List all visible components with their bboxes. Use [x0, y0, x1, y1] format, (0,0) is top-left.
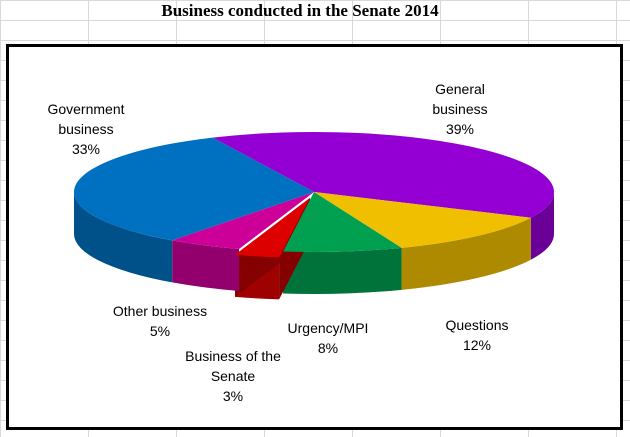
data-label-percent: 3% — [223, 388, 243, 404]
data-label-name: Government — [47, 101, 124, 117]
data-label: General business 39% — [432, 81, 487, 137]
data-label-name: business — [58, 121, 113, 137]
pie-slice-questions[interactable] — [314, 192, 531, 248]
data-label-name: General — [435, 81, 485, 97]
data-label-percent: 39% — [446, 121, 474, 137]
data-label-percent: 12% — [463, 337, 491, 353]
pie-slice-business-of-the-senate[interactable] — [235, 197, 311, 258]
data-label: Other business 5% — [113, 303, 207, 339]
pie-slice-side — [530, 192, 554, 260]
data-label-name: Other business — [113, 303, 207, 319]
data-label-name: Senate — [211, 368, 256, 384]
chart-title: Business conducted in the Senate 2014 — [161, 1, 439, 20]
pie-slice-side — [74, 192, 173, 283]
data-label: Business of the Senate 3% — [185, 348, 281, 404]
pie-labels-layer: General business 39% Questions 12% Urgency/MP… — [47, 81, 508, 404]
data-label-percent: 5% — [150, 323, 170, 339]
data-label-name: business — [432, 101, 487, 117]
pie-slice-side — [172, 240, 240, 291]
pie-slice-general-business[interactable] — [212, 132, 554, 218]
pie-slice-other-business[interactable] — [172, 192, 314, 249]
pie-slice-government-business[interactable] — [73, 137, 315, 241]
pie-top-layer — [73, 132, 554, 258]
data-label-name: Questions — [445, 317, 508, 333]
data-label-name: Business of the — [185, 348, 281, 364]
pie-slice-urgency-mpi[interactable] — [283, 192, 402, 252]
data-label-percent: 8% — [318, 340, 338, 356]
pie-slice-side — [401, 217, 531, 290]
data-label: Government business 33% — [47, 101, 124, 157]
data-label: Questions 12% — [445, 317, 508, 353]
data-label-name: Urgency/MPI — [288, 320, 369, 336]
data-label-percent: 33% — [72, 141, 100, 157]
pie-slice-side — [283, 247, 402, 294]
data-label: Urgency/MPI 8% — [288, 320, 369, 356]
